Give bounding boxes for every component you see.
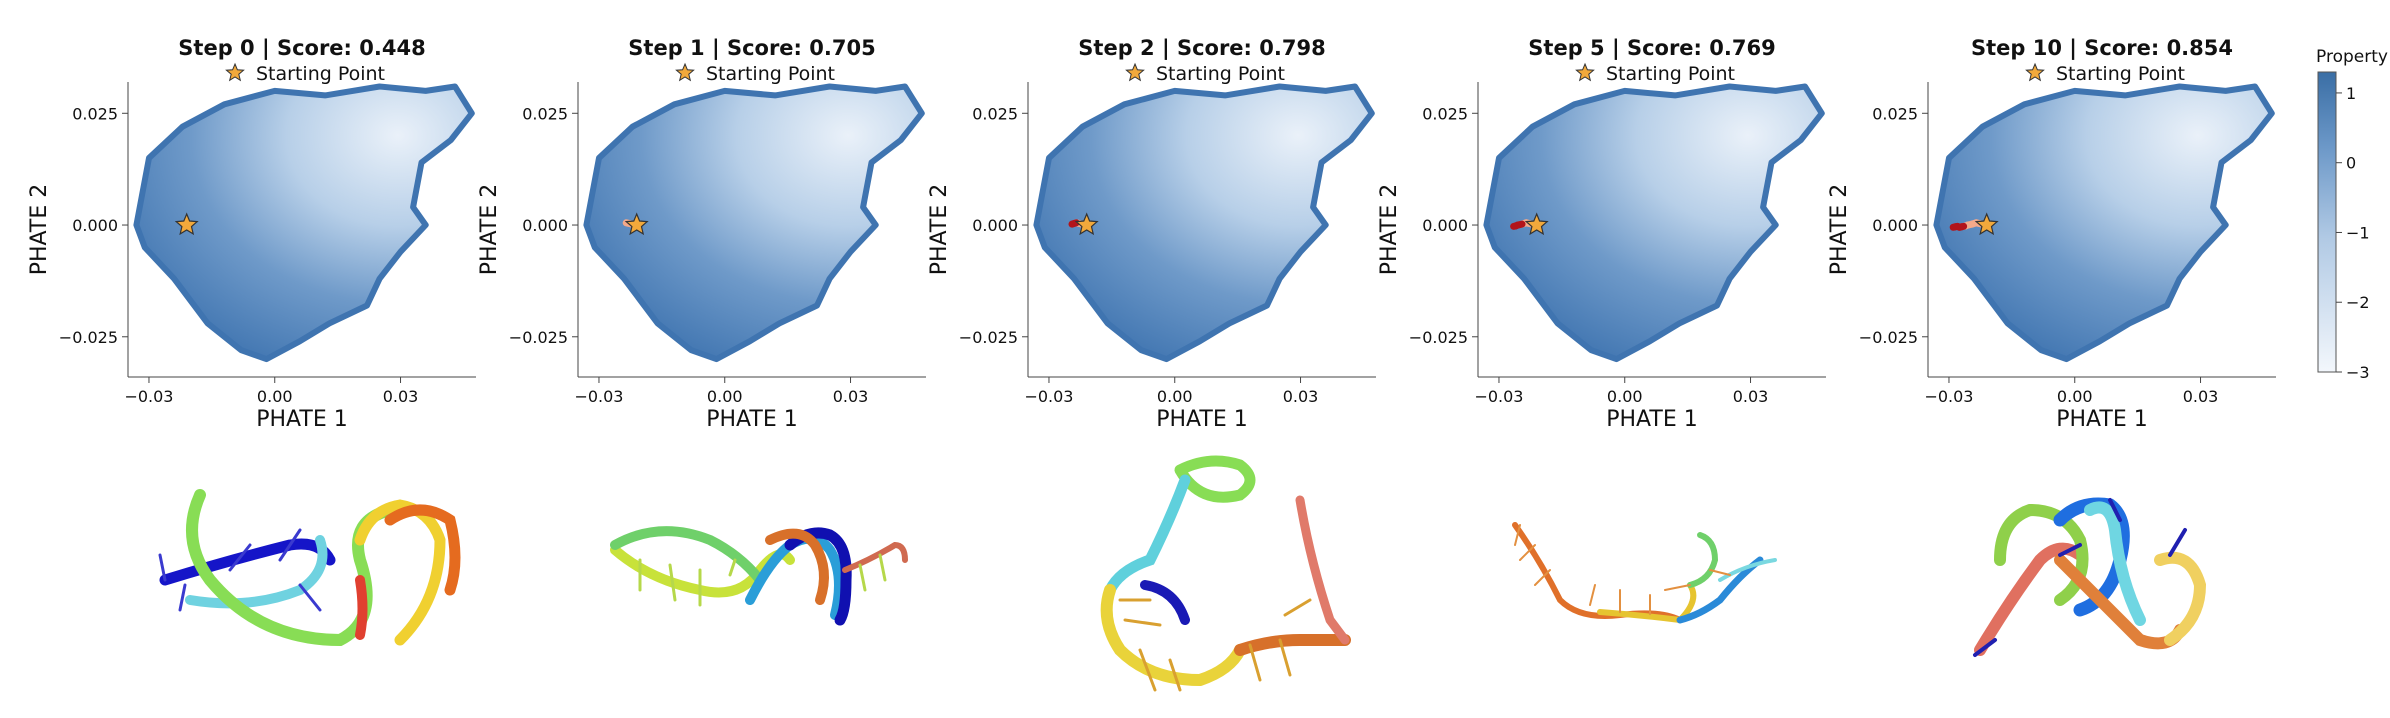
legend-star-icon [675,62,695,82]
panel-title: Step 5 | Score: 0.769 [1528,36,1775,61]
legend-label: Starting Point [2056,63,2185,85]
y-axis-label: PHATE 2 [1827,184,1852,275]
density-region [1033,83,1375,363]
legend-star-icon [1125,62,1145,82]
y-tick-label: 0.025 [72,104,118,123]
y-tick-label: 0.000 [972,216,1018,235]
legend-label: Starting Point [256,63,385,85]
y-axis-label: PHATE 2 [927,184,952,275]
y-tick-label: 0.025 [1422,104,1468,123]
x-tick-label: 0.03 [1733,387,1769,406]
y-tick-label: −0.025 [509,328,568,347]
legend-star-icon [225,62,245,82]
y-tick-label: 0.000 [522,216,568,235]
legend-label: Starting Point [1156,63,1285,85]
x-tick-label: −0.03 [124,387,173,406]
colorbar-tick-label: −2 [2346,293,2370,312]
colorbar-tick-label: −1 [2346,223,2370,242]
x-axis-label: PHATE 1 [706,407,797,432]
colorbar-scale [2317,71,2337,373]
starting-point-marker [1974,212,1999,236]
y-axis-label: PHATE 2 [477,184,502,275]
y-tick-label: −0.025 [1409,328,1468,347]
x-tick-label: 0.00 [2057,387,2093,406]
density-region [583,83,925,363]
trajectory-segment [1068,219,1080,228]
structure-renders [158,455,2207,692]
colorbar-title: Property [2316,47,2388,67]
y-tick-label: 0.000 [72,216,118,235]
structure-render-4 [1512,522,1777,624]
legend-label: Starting Point [706,63,835,85]
structure-render-3 [1100,455,1351,692]
density-region [133,83,475,363]
colorbar-tick-label: 0 [2346,154,2356,173]
starting-point-marker [624,212,649,236]
y-tick-label: 0.025 [522,104,568,123]
starting-point-marker [174,212,199,236]
y-axis-label: PHATE 2 [1377,184,1402,275]
structure-render-5 [1973,497,2207,657]
y-axis-label: PHATE 2 [27,184,52,275]
x-tick-label: 0.00 [1157,387,1193,406]
x-tick-label: 0.00 [257,387,293,406]
x-tick-label: 0.00 [1607,387,1643,406]
y-tick-label: 0.000 [1422,216,1468,235]
y-tick-label: 0.000 [1872,216,1918,235]
x-tick-label: 0.03 [383,387,419,406]
legend-star-icon [2025,62,2045,82]
x-tick-label: 0.03 [2183,387,2219,406]
x-axis-label: PHATE 1 [2056,407,2147,432]
x-tick-label: −0.03 [1024,387,1073,406]
y-tick-label: −0.025 [959,328,1018,347]
x-axis-label: PHATE 1 [1606,407,1697,432]
y-tick-label: 0.025 [1872,104,1918,123]
x-tick-label: −0.03 [1924,387,1973,406]
y-tick-label: −0.025 [1859,328,1918,347]
colorbar: Property 1 0 −1 −2 −3 [2316,47,2388,382]
starting-point-marker [1074,212,1099,236]
panel-title: Step 2 | Score: 0.798 [1078,36,1325,61]
x-axis-label: PHATE 1 [256,407,347,432]
legend-star-icon [1575,62,1595,82]
panel-title: Step 1 | Score: 0.705 [628,36,875,61]
density-region [1483,83,1825,363]
density-region [1933,83,2275,363]
structure-render-1 [158,489,461,647]
x-tick-label: 0.03 [1283,387,1319,406]
starting-point-marker [1524,212,1549,236]
panel-title: Step 0 | Score: 0.448 [178,36,425,61]
x-tick-label: −0.03 [574,387,623,406]
colorbar-tick-label: 1 [2346,84,2356,103]
x-tick-label: −0.03 [1474,387,1523,406]
panel-title: Step 10 | Score: 0.854 [1971,36,2233,61]
legend-label: Starting Point [1606,63,1735,85]
colorbar-tick-label: −3 [2346,363,2370,382]
y-tick-label: −0.025 [59,328,118,347]
y-tick-label: 0.025 [972,104,1018,123]
x-tick-label: 0.00 [707,387,743,406]
x-axis-label: PHATE 1 [1156,407,1247,432]
structure-render-2 [610,526,908,626]
colorbar-ticks: 1 0 −1 −2 −3 [2336,84,2370,382]
x-tick-label: 0.03 [833,387,869,406]
